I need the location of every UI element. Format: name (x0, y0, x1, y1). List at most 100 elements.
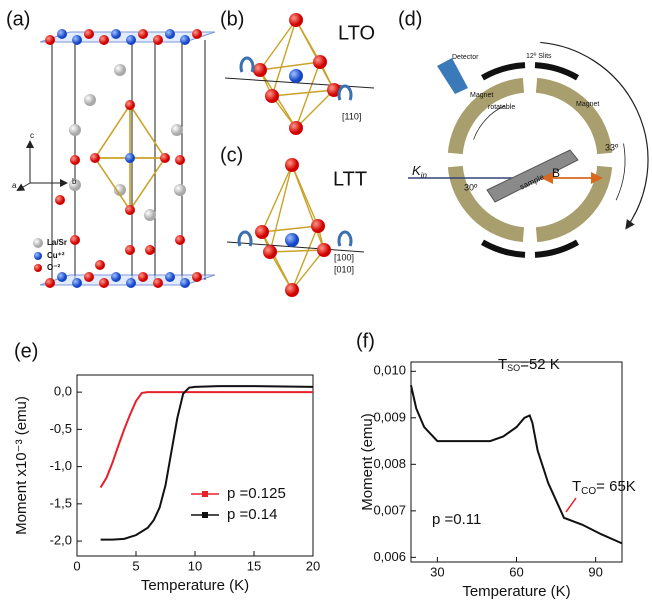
series-line (99, 391, 313, 488)
atom (180, 278, 190, 288)
bond (261, 225, 319, 233)
y-tick-label: -1,5 (50, 495, 72, 510)
label: rotatable (488, 104, 515, 111)
legend-swatch (202, 491, 208, 497)
atom (145, 245, 155, 255)
axis-name: b (72, 177, 77, 186)
rotation-arrow (337, 230, 353, 247)
rotation (615, 143, 626, 201)
atom (69, 124, 81, 136)
atom (311, 219, 325, 233)
bond (259, 61, 321, 71)
bond (94, 157, 131, 211)
bond (129, 157, 166, 211)
atom (153, 278, 163, 288)
atom (285, 233, 299, 247)
bond (271, 89, 335, 97)
slit (481, 62, 526, 81)
atom (99, 278, 109, 288)
panel-label: (b) (220, 8, 244, 30)
annotation-sub: SO (507, 363, 520, 373)
bond (271, 19, 297, 97)
atom (95, 260, 105, 270)
atom (125, 100, 135, 110)
atom (289, 121, 303, 135)
x-tick-label: 60 (509, 564, 523, 579)
atom (165, 29, 175, 39)
magnet (535, 165, 613, 243)
panel-label: (d) (398, 8, 422, 30)
x-tick-label: 20 (306, 558, 320, 573)
atom (265, 89, 279, 103)
atom (180, 35, 190, 45)
y-tick-label: 0,010 (373, 363, 406, 378)
atom (70, 235, 80, 245)
atom (144, 209, 156, 221)
label: Detector (452, 54, 479, 61)
atom (114, 64, 126, 76)
atom (72, 35, 82, 45)
phase: LTT (333, 168, 367, 190)
atom (111, 272, 121, 282)
atom (285, 283, 299, 297)
x-tick-label: 30 (430, 564, 444, 579)
axis-name: a (12, 181, 17, 190)
label: 12º Slits (526, 53, 552, 60)
x-tick-label: 90 (588, 564, 602, 579)
atom (90, 153, 100, 163)
atom (45, 278, 55, 288)
legend-text: O⁻² (47, 263, 60, 272)
legend-text: Cu⁺² (47, 251, 65, 260)
k: K (412, 163, 422, 178)
pointer (565, 497, 577, 513)
atom (192, 272, 202, 282)
direction: [100] (334, 252, 354, 262)
y-tick-label: -0,5 (50, 421, 72, 436)
bond (291, 225, 319, 291)
label: Magnet (470, 92, 493, 99)
x-axis-label: Temperature (K) (141, 577, 249, 594)
atom (114, 184, 126, 196)
bond (269, 164, 293, 253)
atom (45, 35, 55, 45)
bond (129, 104, 166, 159)
annotation-rest: = 65K (596, 478, 636, 495)
atom (171, 124, 183, 136)
atom (57, 272, 67, 282)
x-tick-label: 5 (132, 558, 139, 573)
detector (437, 58, 468, 94)
magnet (535, 77, 613, 155)
atom (125, 153, 135, 163)
atom (57, 29, 67, 39)
x-axis-label: Temperature (K) (462, 583, 570, 600)
label: 30º (464, 182, 478, 192)
direction: [110] (342, 111, 361, 121)
axis-name: c (30, 131, 34, 140)
annotation: TCO= 65K (572, 478, 636, 497)
x-tick-label: 15 (247, 558, 261, 573)
bond (259, 19, 297, 71)
bond (261, 164, 293, 233)
panel-label: (a) (6, 8, 30, 30)
k-sub: in (421, 171, 428, 180)
atom (289, 69, 303, 83)
x-tick-label: 10 (188, 558, 202, 573)
atom (33, 238, 43, 248)
rotation-arrow (237, 230, 253, 247)
annotation: TSO=52 K (498, 356, 560, 373)
atom (175, 155, 185, 165)
annotation-rest: =52 K (520, 356, 560, 373)
magnet (447, 77, 525, 155)
sample (486, 149, 579, 203)
slit (481, 239, 526, 258)
bond (291, 249, 325, 291)
atom (84, 272, 94, 282)
atom (160, 153, 170, 163)
atom (317, 243, 331, 257)
atom (55, 195, 65, 205)
panel-label: (f) (356, 330, 375, 352)
y-tick-label: 0,007 (373, 502, 406, 517)
label: Kin (412, 163, 427, 180)
atom (72, 278, 82, 288)
